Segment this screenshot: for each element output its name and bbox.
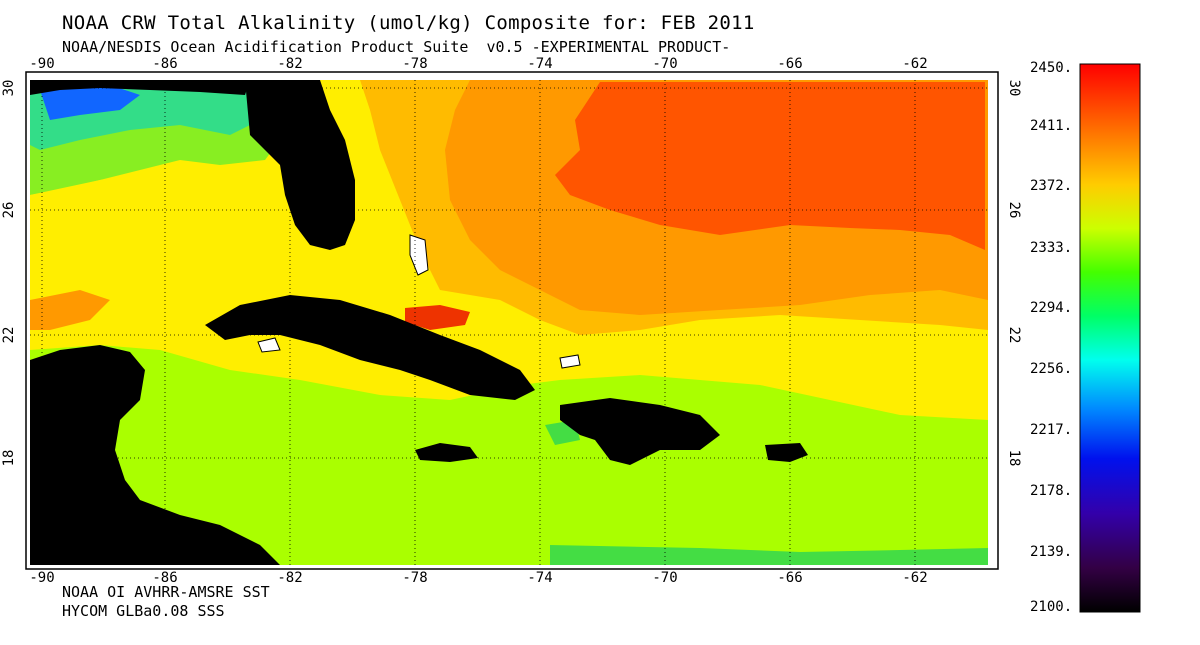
colorbar-label: 2411.: [1030, 118, 1073, 134]
land-cuba: [205, 295, 535, 400]
region-high-orange: [555, 82, 985, 250]
colorbar-label: 2217.: [1030, 422, 1073, 438]
graticule: [30, 80, 988, 565]
lat-tick-right: 26: [1006, 202, 1022, 219]
land-gulf-coast: [30, 80, 250, 95]
colorbar-label: 2450.: [1030, 60, 1073, 76]
lon-tick-bottom: -78: [402, 570, 427, 586]
region-gulf-blue: [40, 85, 140, 120]
lon-tick-top: -86: [152, 56, 177, 72]
lon-tick-bottom: -62: [902, 570, 927, 586]
lon-tick-top: -78: [402, 56, 427, 72]
colorbar-label: 2100.: [1030, 599, 1073, 615]
lon-tick-top: -70: [652, 56, 677, 72]
lon-tick-bottom: -86: [152, 570, 177, 586]
lat-tick-right: 22: [1006, 327, 1022, 344]
lat-tick-left: 26: [1, 202, 17, 219]
region-gulf-yellow: [30, 170, 370, 320]
lon-tick-bottom: -74: [527, 570, 552, 586]
lon-tick-top: -66: [777, 56, 802, 72]
lon-tick-top: -82: [277, 56, 302, 72]
colorbar-label: 2256.: [1030, 361, 1073, 377]
island-inagua: [559, 354, 581, 369]
lat-tick-left: 18: [1, 450, 17, 467]
map-subtitle: NOAA/NESDIS Ocean Acidification Product …: [62, 38, 731, 56]
lat-tick-left: 30: [1, 80, 17, 97]
map-frame: [25, 71, 999, 570]
lat-tick-right: 30: [1006, 80, 1022, 97]
colorbar-label: 2372.: [1030, 178, 1073, 194]
land-florida: [245, 80, 355, 250]
region-dark-red: [405, 305, 470, 330]
land-yucatan: [30, 345, 280, 565]
land-hispaniola: [560, 398, 720, 465]
land-jamaica: [415, 443, 478, 462]
map-title: NOAA CRW Total Alkalinity (umol/kg) Comp…: [62, 12, 755, 34]
colorbar-label: 2178.: [1030, 483, 1073, 499]
lon-tick-bottom: -66: [777, 570, 802, 586]
lon-tick-bottom: -82: [277, 570, 302, 586]
lon-tick-top: -74: [527, 56, 552, 72]
lon-tick-top: -62: [902, 56, 927, 72]
island-isle-of-youth: [257, 337, 281, 353]
colorbar-label: 2333.: [1030, 240, 1073, 256]
colorbar-label: 2139.: [1030, 544, 1073, 560]
lat-tick-left: 22: [1, 327, 17, 344]
data-source-sst: NOAA OI AVHRR-AMSRE SST: [62, 583, 270, 601]
region-gulf-orange: [30, 290, 110, 330]
data-source-sss: HYCOM GLBa0.08 SSS: [62, 602, 225, 620]
island-andros: [409, 234, 429, 276]
lon-tick-bottom: -90: [29, 570, 54, 586]
colorbar: [1079, 63, 1141, 613]
lon-tick-bottom: -70: [652, 570, 677, 586]
region-green-south: [550, 545, 988, 565]
lat-tick-right: 18: [1006, 450, 1022, 467]
map-area: [30, 80, 988, 565]
colorbar-label: 2294.: [1030, 300, 1073, 316]
lon-tick-top: -90: [29, 56, 54, 72]
land-puerto-rico: [765, 443, 808, 462]
